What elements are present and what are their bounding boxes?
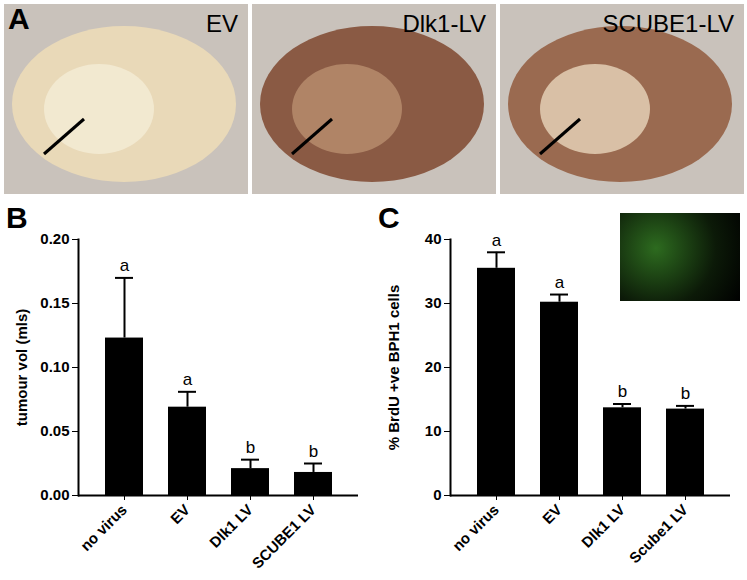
html-text:A: A <box>8 2 30 35</box>
svg-text:b: b <box>246 438 255 457</box>
svg-text:0.20: 0.20 <box>40 230 69 247</box>
svg-text:no virus: no virus <box>449 501 502 554</box>
svg-text:a: a <box>492 231 502 250</box>
svg-text:Dlk1 LV: Dlk1 LV <box>206 501 256 551</box>
svg-text:a: a <box>120 256 130 275</box>
svg-text:20: 20 <box>425 358 442 375</box>
html-text:SCUBE1-LV: SCUBE1-LV <box>602 10 734 37</box>
svg-text:0.15: 0.15 <box>40 294 69 311</box>
svg-text:EV: EV <box>167 501 193 527</box>
svg-text:30: 30 <box>425 294 442 311</box>
svg-text:EV: EV <box>539 501 565 527</box>
svg-text:10: 10 <box>425 422 442 439</box>
svg-text:no virus: no virus <box>77 501 130 554</box>
svg-text:0: 0 <box>433 486 441 503</box>
svg-text:% BrdU +ve BPH1 cells: % BrdU +ve BPH1 cells <box>385 285 402 451</box>
svg-text:0.05: 0.05 <box>40 422 69 439</box>
html-text:Dlk1-LV: Dlk1-LV <box>402 10 486 37</box>
svg-text:b: b <box>681 384 690 403</box>
svg-text:SCUBE1 LV: SCUBE1 LV <box>248 501 319 572</box>
svg-text:0.10: 0.10 <box>40 358 69 375</box>
html-text:B: B <box>6 201 28 234</box>
svg-text:Scube1 LV: Scube1 LV <box>626 501 691 566</box>
svg-text:tumour vol (mls): tumour vol (mls) <box>13 309 30 427</box>
svg-text:a: a <box>183 370 193 389</box>
html-text:EV: EV <box>206 10 238 37</box>
svg-text:b: b <box>309 442 318 461</box>
html-text:C: C <box>378 201 400 234</box>
svg-text:b: b <box>618 382 627 401</box>
svg-text:0.00: 0.00 <box>40 486 69 503</box>
svg-text:a: a <box>555 273 565 292</box>
svg-text:Dlk1 LV: Dlk1 LV <box>578 501 628 551</box>
svg-text:40: 40 <box>425 230 442 247</box>
